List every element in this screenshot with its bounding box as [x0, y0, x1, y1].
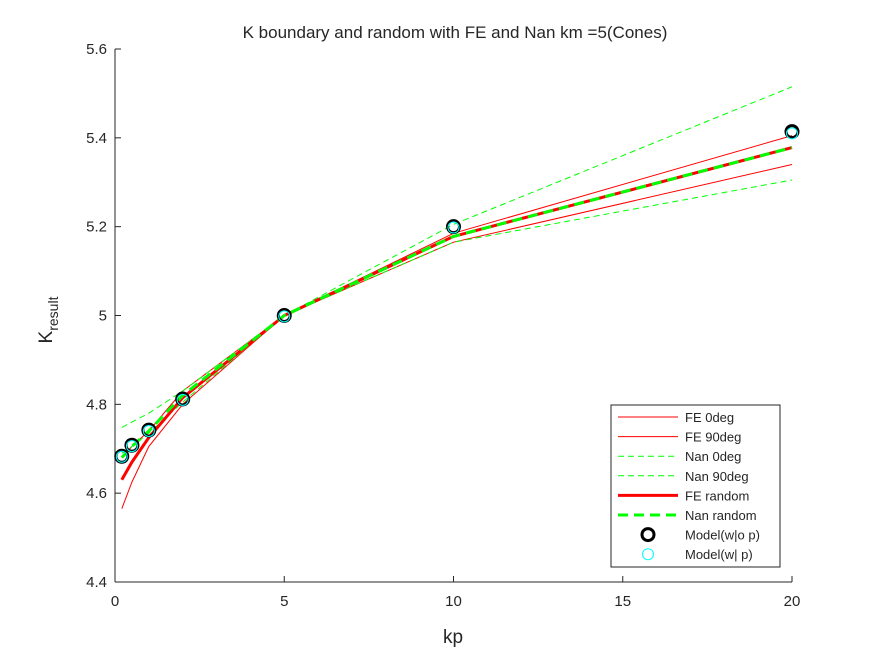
y-tick-label: 4.4 — [86, 574, 107, 591]
y-tick-label: 5.2 — [86, 219, 107, 236]
y-tick-label: 5.4 — [86, 130, 107, 147]
y-tick-label: 5.6 — [86, 41, 107, 58]
ticks: 0 5 10 15 20 4.4 4.6 4.8 5 5.2 5.4 5.6 — [86, 41, 800, 610]
series-line-nan-random — [120, 146, 793, 459]
y-axis-label-sub: result — [45, 296, 61, 330]
x-tick-label: 0 — [111, 593, 119, 610]
x-axis-label: kp — [443, 627, 463, 648]
legend-swatch — [640, 527, 656, 543]
legend: FE 0deg FE 90deg Nan 0deg Nan 90deg FE rando… — [610, 404, 781, 568]
legend-label: Model(w|o p) — [685, 528, 760, 543]
data-point-model-w-p — [142, 424, 155, 437]
data-point-model-w-o-p — [784, 124, 800, 140]
legend-swatch — [642, 548, 654, 561]
x-tick-label: 10 — [445, 593, 462, 610]
y-tick-label: 5 — [99, 308, 107, 325]
x-tick-label: 20 — [784, 593, 801, 610]
series-nan-random — [120, 146, 793, 459]
x-tick-label: 15 — [614, 593, 631, 610]
y-tick-label: 4.8 — [86, 396, 107, 413]
data-point-model-w-p — [125, 440, 138, 453]
x-tick-label: 5 — [280, 593, 288, 610]
series-model-w-p — [115, 127, 798, 463]
legend-label: Nan random — [685, 508, 757, 523]
legend-item: Model(w| p) — [642, 547, 753, 562]
legend-item: FE random — [618, 488, 749, 503]
data-point-model-w-p — [278, 310, 291, 323]
legend-item: FE 90deg — [618, 430, 741, 445]
legend-item: Nan random — [618, 508, 757, 523]
series-nan-0deg — [121, 179, 793, 454]
y-tick-label: 4.6 — [86, 485, 107, 502]
legend-item: Model(w|o p) — [640, 527, 760, 543]
data-point-model-w-p — [786, 127, 798, 140]
legend-box — [610, 404, 781, 568]
data-point-model-w-p — [115, 450, 128, 463]
data-point-model-w-p — [176, 393, 189, 406]
legend-label: Nan 0deg — [685, 449, 741, 464]
data-point-model-w-p — [447, 221, 460, 234]
series-layer — [114, 86, 800, 509]
series-line-nan-0deg — [121, 179, 793, 454]
legend-item: FE 0deg — [618, 410, 734, 425]
chart-title: K boundary and random with FE and Nan km… — [243, 23, 668, 42]
legend-item: Nan 0deg — [618, 449, 741, 464]
legend-label: Nan 90deg — [685, 469, 749, 484]
y-axis-label: Kresult — [36, 296, 61, 343]
legend-label: FE 0deg — [685, 410, 734, 425]
legend-item: Nan 90deg — [618, 469, 749, 484]
series-nan-90deg — [121, 86, 793, 428]
series-line-nan-90deg — [121, 86, 793, 428]
legend-label: Model(w| p) — [685, 547, 753, 562]
legend-label: FE 90deg — [685, 430, 741, 445]
legend-label: FE random — [685, 488, 749, 503]
y-axis-label-main: K — [36, 330, 57, 343]
